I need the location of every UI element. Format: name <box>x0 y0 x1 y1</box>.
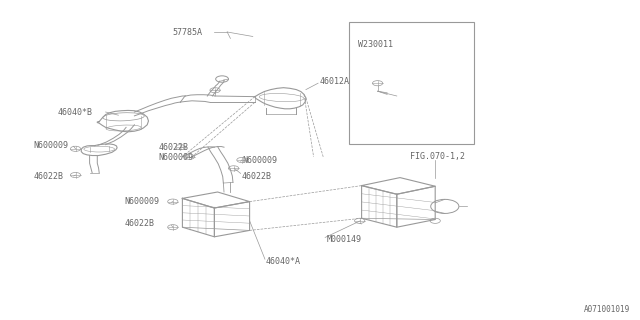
Text: N600009: N600009 <box>242 156 277 165</box>
Text: 46040*A: 46040*A <box>266 257 301 266</box>
Text: M000149: M000149 <box>326 236 362 244</box>
Text: 46022B: 46022B <box>33 172 63 180</box>
Text: 46040*B: 46040*B <box>58 108 93 116</box>
Bar <box>349 22 474 144</box>
Text: 46012A: 46012A <box>320 77 350 86</box>
Text: N600009: N600009 <box>125 197 160 206</box>
Text: N600009: N600009 <box>159 153 194 162</box>
Text: 46022B: 46022B <box>159 143 189 152</box>
Text: FIG.070-1,2: FIG.070-1,2 <box>410 152 465 161</box>
Text: W230011: W230011 <box>358 40 394 49</box>
Text: A071001019: A071001019 <box>584 305 630 314</box>
Text: 57785A: 57785A <box>173 28 203 36</box>
Text: 46022B: 46022B <box>125 220 155 228</box>
Text: N600009: N600009 <box>33 141 68 150</box>
Text: 46022B: 46022B <box>242 172 272 180</box>
